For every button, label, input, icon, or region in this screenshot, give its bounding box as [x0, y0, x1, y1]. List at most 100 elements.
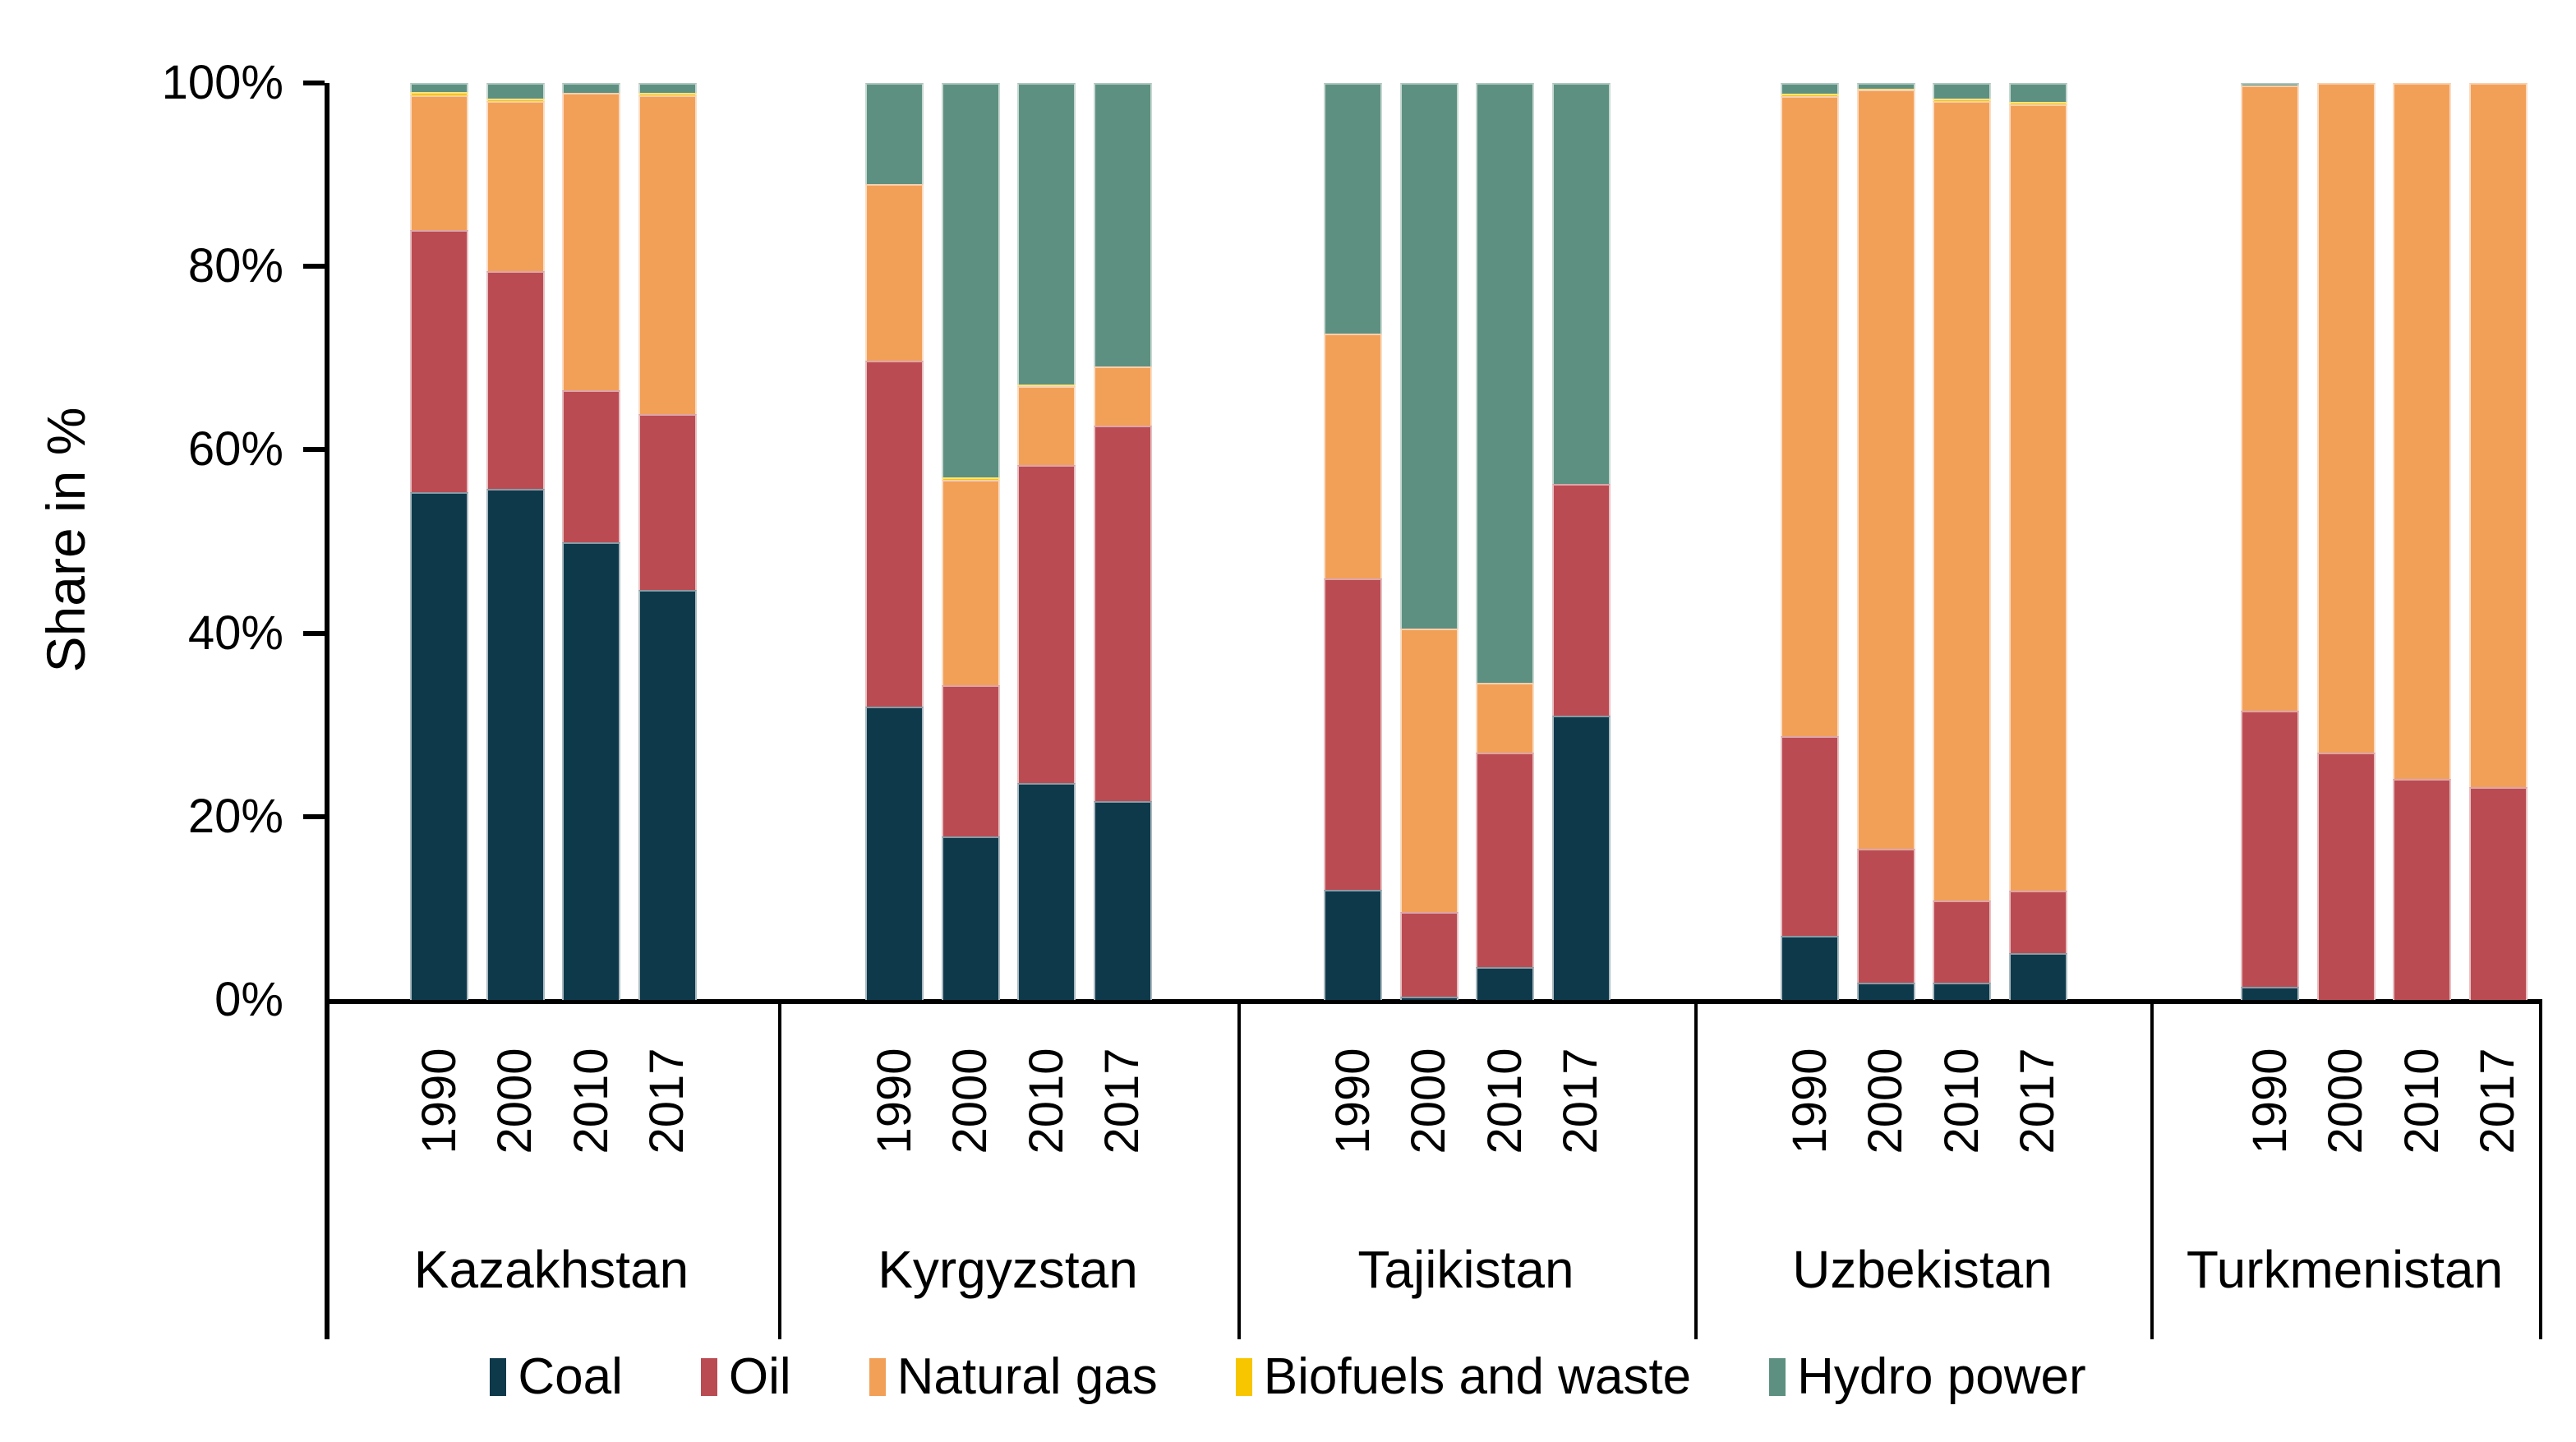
stacked-bar: [2393, 83, 2451, 1000]
country-label: Kazakhstan: [413, 1240, 689, 1299]
stacked-bar: [1933, 83, 1991, 1000]
bar-segment: [941, 836, 1000, 1000]
bar-segment: [2241, 711, 2299, 988]
bar-segment: [1856, 982, 1915, 1000]
stacked-bar: [2008, 83, 2067, 1000]
stacked-bar: [638, 83, 697, 1000]
x-axis-line: [325, 999, 2542, 1004]
bar-segment: [2008, 102, 2067, 104]
legend-item: Biofuels and waste: [1235, 1348, 1692, 1405]
legend-swatch-icon: [1235, 1358, 1252, 1396]
stacked-bar: [1017, 83, 1076, 1000]
year-label: 1990: [1325, 1048, 1380, 1154]
legend: Coal Oil Natural gas Biofuels and waste Hydr…: [0, 1352, 2576, 1403]
bar-segment: [941, 480, 1000, 686]
stacked-bar: [1781, 83, 1839, 1000]
bar-segment: [410, 94, 468, 230]
year-label: 2017: [1554, 1048, 1607, 1154]
bar-segment: [865, 83, 924, 184]
stacked-bar: [562, 83, 620, 1000]
legend-item: Hydro power: [1769, 1348, 2086, 1405]
y-tick: [303, 630, 325, 636]
legend-label: Oil: [728, 1348, 791, 1405]
bar-segment: [2468, 83, 2528, 788]
bar-segment: [1476, 682, 1534, 753]
group-separator: [1237, 1000, 1241, 1339]
y-tick-label: 0%: [214, 973, 283, 1026]
stacked-bar: [1093, 83, 1152, 1000]
bar-segment: [2316, 83, 2376, 753]
bar-segment: [486, 101, 545, 271]
legend-swatch-icon: [700, 1358, 717, 1396]
year-label: 2017: [2471, 1048, 2524, 1154]
legend-item: Natural gas: [869, 1352, 1158, 1403]
bar-segment: [1093, 800, 1152, 1000]
country-label: Kyrgyzstan: [878, 1240, 1138, 1299]
bar-segment: [2008, 953, 2067, 1000]
stacked-bar: [1324, 83, 1382, 1000]
y-tick-label: 60%: [187, 422, 283, 477]
stacked-bar: [2468, 83, 2528, 1000]
legend-label: Hydro power: [1797, 1348, 2086, 1405]
year-label: 2000: [943, 1048, 997, 1154]
bar-segment: [1551, 83, 1611, 484]
legend-swatch-icon: [490, 1358, 507, 1396]
year-label: 2017: [1095, 1048, 1149, 1154]
bar-segment: [1856, 87, 1915, 90]
bar-segment: [1781, 935, 1839, 1000]
country-label: Uzbekistan: [1792, 1240, 2053, 1299]
stacked-bar: [2241, 83, 2299, 1000]
year-label: 2000: [1402, 1048, 1455, 1154]
bar-segment: [410, 229, 468, 492]
bar-segment: [638, 83, 697, 94]
bar-segment: [941, 477, 1000, 481]
year-label: 2010: [2394, 1048, 2449, 1154]
bar-segment: [1399, 996, 1459, 1000]
bar-segment: [1093, 426, 1152, 801]
bar-segment: [2241, 987, 2299, 1000]
legend-label: Biofuels and waste: [1263, 1348, 1692, 1405]
bar-segment: [2393, 779, 2451, 1000]
y-tick-label: 40%: [187, 606, 283, 660]
bar-segment: [865, 706, 924, 1000]
country-label: Turkmenistan: [2186, 1240, 2504, 1299]
bar-segment: [562, 389, 620, 543]
bar-segment: [1476, 83, 1534, 683]
bar-segment: [562, 93, 620, 390]
bar-segment: [1933, 98, 1991, 102]
bar-segment: [1324, 578, 1382, 891]
bar-segment: [410, 491, 468, 1000]
bar-segment: [1324, 83, 1382, 334]
bar-segment: [2241, 83, 2299, 86]
stacked-bar: [1399, 83, 1459, 1000]
legend-item: Oil: [700, 1348, 791, 1405]
year-label: 1990: [867, 1048, 921, 1154]
bar-segment: [638, 93, 697, 95]
bar-segment: [2008, 83, 2067, 103]
year-label: 2010: [564, 1048, 618, 1154]
bar-segment: [1399, 629, 1459, 912]
bar-segment: [1933, 982, 1991, 1000]
bar-segment: [410, 92, 468, 95]
bar-segment: [1324, 890, 1382, 1000]
y-tick-label: 20%: [187, 789, 283, 843]
bar-segment: [1093, 83, 1152, 366]
group-separator: [325, 1000, 328, 1339]
bar-segment: [638, 413, 697, 591]
bar-segment: [865, 361, 924, 707]
bar-segment: [1476, 752, 1534, 967]
bar-segment: [638, 590, 697, 1000]
year-label: 2000: [2319, 1048, 2372, 1154]
y-tick: [303, 447, 325, 453]
bar-segment: [486, 270, 545, 490]
group-separator: [2150, 1000, 2154, 1339]
bar-segment: [2008, 104, 2067, 891]
stacked-bar: [865, 83, 924, 1000]
legend-item: Coal: [490, 1352, 623, 1403]
bar-segment: [1781, 83, 1839, 94]
year-label: 1990: [412, 1048, 466, 1154]
year-label: 1990: [2242, 1048, 2297, 1154]
stacked-bar: [941, 83, 1000, 1000]
bar-segment: [1399, 83, 1459, 629]
